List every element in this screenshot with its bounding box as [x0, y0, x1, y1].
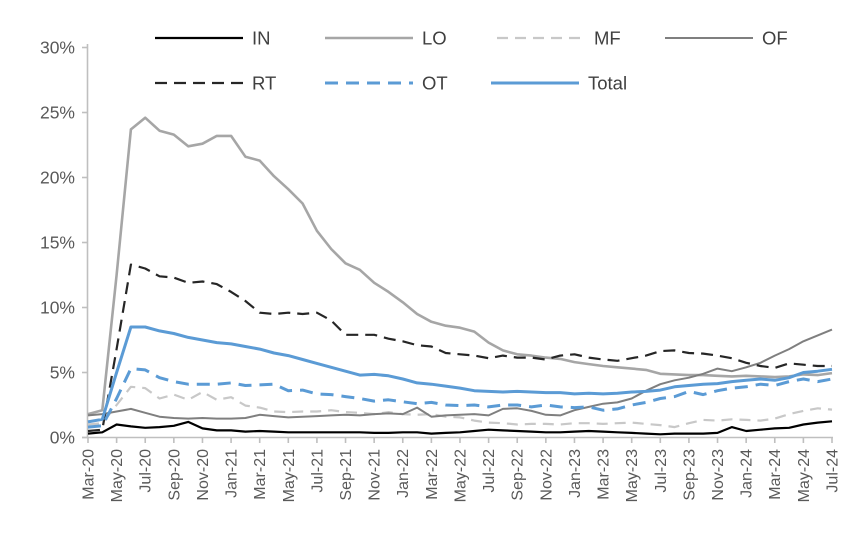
series-line-MF [87, 385, 833, 429]
x-tick-label: Sep-22 [510, 449, 527, 501]
series-line-OF [87, 328, 833, 420]
legend-label-LO: LO [422, 27, 447, 48]
x-tick-label: May-20 [109, 449, 126, 502]
x-tick-label: Mar-22 [424, 449, 441, 500]
x-tick-label: Sep-21 [338, 449, 355, 501]
x-tick-label: Mar-21 [252, 449, 269, 500]
x-tick-label: Sep-23 [681, 449, 698, 501]
x-tick-label: Mar-20 [80, 449, 97, 500]
series-line-RT [87, 263, 832, 433]
x-tick-label: Jul-22 [481, 449, 498, 493]
x-tick-label: Nov-23 [710, 449, 727, 501]
legend-label-IN: IN [252, 27, 271, 48]
x-tick-label: Jul-20 [138, 449, 155, 493]
legend-label-Total: Total [588, 72, 627, 93]
x-tick-label: Jul-21 [309, 449, 326, 493]
y-tick-label: 20% [40, 167, 75, 187]
legend-label-OF: OF [762, 27, 788, 48]
x-tick-label: Mar-23 [596, 449, 613, 500]
x-tick-label: Jan-22 [395, 449, 412, 498]
x-tick-label: Sep-20 [166, 449, 183, 501]
y-tick-label: 0% [50, 427, 75, 447]
y-tick-label: 30% [40, 37, 75, 57]
series-line-IN [87, 420, 833, 436]
legend-label-OT: OT [422, 72, 448, 93]
y-tick-label: 10% [40, 297, 75, 317]
series-line-LO [87, 116, 833, 416]
x-tick-label: Mar-24 [767, 449, 784, 500]
legend-label-MF: MF [594, 27, 621, 48]
x-tick-label: Nov-22 [538, 449, 555, 501]
x-tick-label: Nov-21 [367, 449, 384, 501]
x-tick-label: May-24 [796, 449, 813, 502]
x-tick-label: Jul-23 [653, 449, 670, 493]
x-tick-label: Nov-20 [195, 449, 212, 501]
x-tick-label: Jan-24 [739, 449, 756, 498]
x-tick-label: May-21 [281, 449, 298, 502]
y-tick-label: 25% [40, 102, 75, 122]
x-tick-label: Jul-24 [824, 449, 841, 493]
x-tick-label: Jan-23 [567, 449, 584, 498]
x-tick-label: May-23 [624, 449, 641, 502]
series-line-Total [87, 325, 833, 424]
x-tick-label: May-22 [452, 449, 469, 502]
x-tick-label: Jan-21 [224, 449, 241, 498]
y-tick-label: 15% [40, 232, 75, 252]
legend-label-RT: RT [252, 72, 276, 93]
y-tick-label: 5% [50, 362, 75, 382]
